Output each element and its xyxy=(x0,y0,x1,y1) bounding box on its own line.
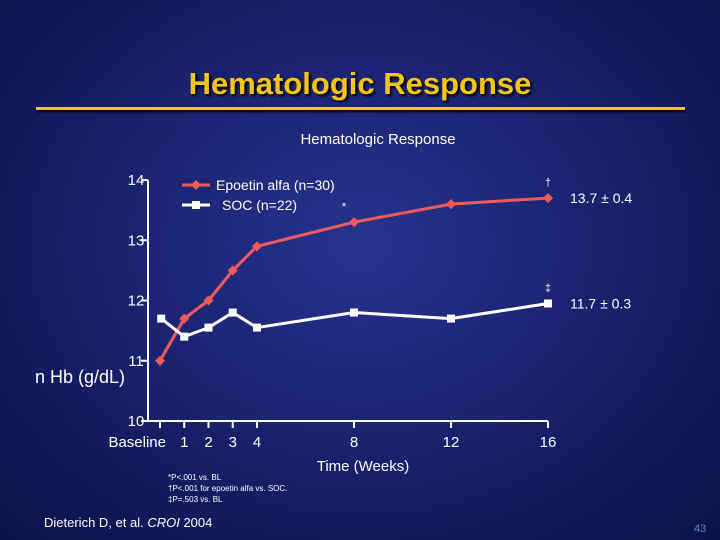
series-end-label: 13.7 ± 0.4 xyxy=(570,190,632,206)
data-point xyxy=(203,295,214,306)
data-point xyxy=(252,241,262,252)
data-point xyxy=(349,217,359,228)
series-line xyxy=(160,302,549,339)
y-tick-label: 11 xyxy=(128,353,144,370)
x-tick-label: 3 xyxy=(229,434,237,451)
x-tick-label: 12 xyxy=(443,434,460,451)
significance-marker: † xyxy=(545,177,551,189)
data-point xyxy=(446,199,456,210)
significance-marker: * xyxy=(342,201,347,213)
y-tick-label: 13 xyxy=(128,232,145,249)
data-point xyxy=(447,314,455,323)
chart-legend: Epoetin alfa (n=30) SOC (n=22) xyxy=(182,177,335,213)
page-number: 43 xyxy=(694,523,707,535)
data-point xyxy=(204,323,213,332)
x-axis-label: Time (Weeks) xyxy=(317,458,410,475)
y-axis-label: n Hb (g/dL) xyxy=(35,367,125,387)
x-ticks: Baseline 1 2 3 4 8 12 16 xyxy=(108,421,556,451)
data-point xyxy=(157,314,166,323)
x-tick-label: Baseline xyxy=(108,434,166,451)
y-tick-label: 14 xyxy=(128,172,145,189)
data-point xyxy=(179,313,190,324)
citation-journal: CROI xyxy=(147,515,180,530)
title-underline xyxy=(36,107,685,110)
citation-year: 2004 xyxy=(179,515,213,530)
data-point xyxy=(253,323,261,332)
series-end-label: 11.7 ± 0.3 xyxy=(570,296,631,312)
legend-swatch-marker xyxy=(191,180,201,190)
citation-authors: Dieterich D, et al. xyxy=(44,515,148,530)
y-ticks: 10 11 12 13 14 xyxy=(128,172,148,430)
significance-marker: ‡ xyxy=(545,283,551,295)
data-point xyxy=(227,265,238,276)
series-group: 13.7 ± 0.4 11.7 ± 0.3 xyxy=(155,190,632,366)
y-tick-label: 10 xyxy=(128,413,145,430)
data-point xyxy=(180,332,189,341)
series-2: 11.7 ± 0.3 xyxy=(157,296,631,341)
footnote-3: ‡P=.503 vs. BL xyxy=(168,495,223,504)
citation: Dieterich D, et al. CROI 2004 xyxy=(44,515,212,530)
footnote-1: *P<.001 vs. BL xyxy=(168,473,222,482)
data-point xyxy=(543,193,553,204)
data-point xyxy=(228,308,237,317)
x-tick-label: 16 xyxy=(540,434,557,451)
data-point xyxy=(155,355,165,366)
legend-label: SOC (n=22) xyxy=(222,197,297,213)
legend-label: Epoetin alfa (n=30) xyxy=(216,177,335,193)
slide-title: Hematologic Response xyxy=(188,66,532,101)
series-1: 13.7 ± 0.4 xyxy=(155,190,632,366)
legend-swatch-marker xyxy=(192,201,200,209)
footnote-2: †P<.001 for epoetin alfa vs. SOC. xyxy=(168,484,288,493)
x-tick-label: 8 xyxy=(350,434,358,451)
series-line xyxy=(158,196,549,362)
y-tick-label: 12 xyxy=(128,293,145,310)
annotations-group: * † ‡ xyxy=(342,177,551,294)
data-point xyxy=(350,308,358,317)
x-tick-label: 2 xyxy=(204,434,212,451)
x-tick-label: 4 xyxy=(253,434,261,451)
chart-title: Hematologic Response xyxy=(300,131,456,148)
data-point xyxy=(544,299,552,308)
x-tick-label: 1 xyxy=(180,434,188,451)
footnotes: *P<.001 vs. BL †P<.001 for epoetin alfa … xyxy=(168,472,287,505)
